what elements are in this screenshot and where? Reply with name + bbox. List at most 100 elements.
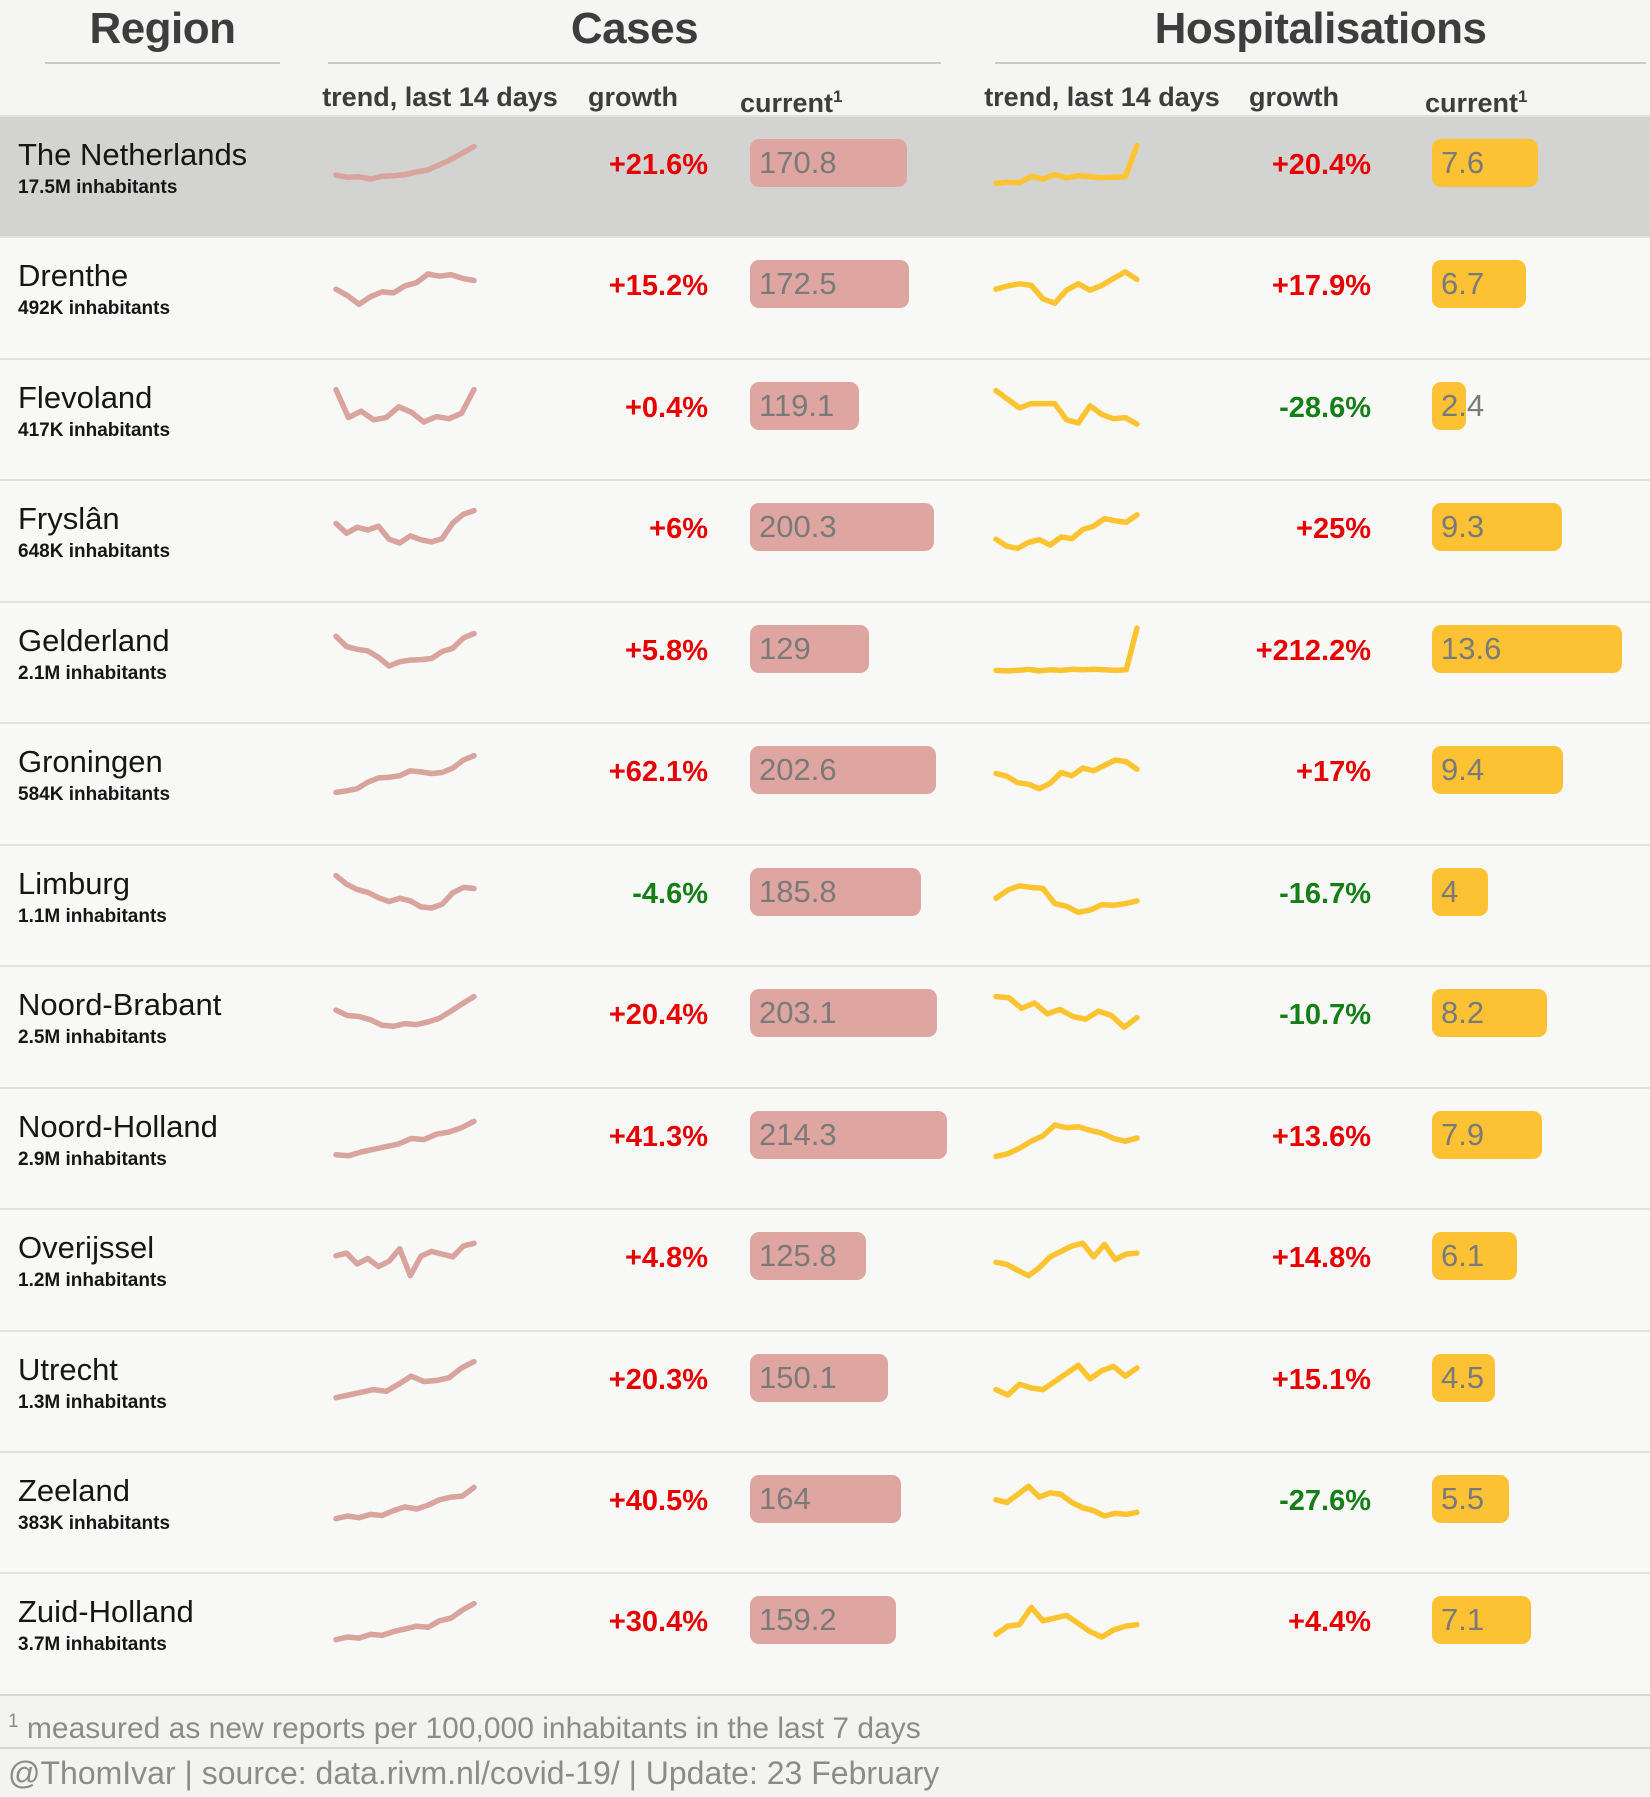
table-row: Noord-Holland 2.9M inhabitants +41.3% 214.3… bbox=[0, 1086, 1650, 1209]
region-name: Noord-Brabant bbox=[18, 987, 222, 1023]
table-row: Utrecht 1.3M inhabitants +20.3% 150.1 +15.1%… bbox=[0, 1329, 1650, 1451]
cases-trend-sparkline bbox=[333, 872, 477, 911]
hosp-current-bar: 7.1 bbox=[1432, 1596, 1531, 1645]
hosp-trend-header: trend, last 14 days bbox=[984, 82, 1220, 112]
hosp-trend-sparkline bbox=[993, 757, 1140, 792]
table-row: Groningen 584K inhabitants +62.1% 202.6 +17%… bbox=[0, 722, 1650, 844]
cases-growth-header: growth bbox=[588, 82, 678, 112]
region-name: Zeeland bbox=[18, 1472, 131, 1508]
cases-trend-sparkline bbox=[333, 1358, 477, 1400]
cases-current-value: 125.8 bbox=[759, 1238, 837, 1274]
hosp-growth-value: -27.6% bbox=[1279, 1484, 1371, 1517]
cases-current-bar: 150.1 bbox=[750, 1353, 888, 1402]
cases-current-bar: 170.8 bbox=[750, 139, 907, 187]
cases-current-bar: 200.3 bbox=[750, 503, 934, 552]
cases-trend-sparkline bbox=[333, 1240, 477, 1279]
cases-trend-sparkline bbox=[333, 508, 477, 547]
hosp-current-bar: 4.5 bbox=[1432, 1353, 1495, 1402]
cases-growth-value: +0.4% bbox=[624, 391, 708, 424]
hosp-current-value: 4.5 bbox=[1441, 1359, 1485, 1395]
table-row: Flevoland 417K inhabitants +0.4% 119.1 -28.6… bbox=[0, 357, 1650, 480]
table-row: Limburg 1.1M inhabitants -4.6% 185.8 -16.7% 4 bbox=[0, 843, 1650, 966]
hosp-trend-sparkline bbox=[993, 1604, 1140, 1641]
cases-current-bar: 129 bbox=[750, 624, 869, 673]
hosp-current-bar: 8.2 bbox=[1432, 989, 1547, 1038]
hosp-current-header: current1 bbox=[1425, 87, 1528, 118]
region-population: 2.9M inhabitants bbox=[18, 1148, 167, 1170]
hosp-current-value: 5.5 bbox=[1441, 1480, 1485, 1516]
hosp-current-value: 7.6 bbox=[1441, 145, 1485, 180]
hosp-trend-sparkline bbox=[993, 512, 1140, 552]
table-row: Drenthe 492K inhabitants +15.2% 172.5 +17.9%… bbox=[0, 236, 1650, 358]
hospitalisations-divider-rule bbox=[995, 62, 1646, 64]
hosp-growth-value: +212.2% bbox=[1255, 634, 1371, 667]
region-name: The Netherlands bbox=[18, 137, 248, 172]
hosp-trend-sparkline bbox=[993, 1483, 1140, 1519]
region-population: 1.3M inhabitants bbox=[18, 1391, 167, 1413]
cases-trend-sparkline bbox=[333, 143, 477, 182]
table-row: The Netherlands 17.5M inhabitants +21.6% 17… bbox=[0, 115, 1650, 237]
hosp-current-value: 9.3 bbox=[1441, 509, 1485, 545]
region-name: Zuid-Holland bbox=[18, 1594, 194, 1630]
cases-current-value: 200.3 bbox=[759, 509, 837, 545]
hosp-current-bar: 6.1 bbox=[1432, 1232, 1517, 1281]
cases-trend-sparkline bbox=[333, 386, 477, 425]
region-population: 383K inhabitants bbox=[18, 1512, 171, 1534]
cases-growth-value: +41.3% bbox=[608, 1120, 708, 1153]
region-table: The Netherlands 17.5M inhabitants +21.6% 17… bbox=[0, 115, 1650, 1694]
cases-growth-value: +20.3% bbox=[608, 1363, 708, 1396]
region-column-title: Region bbox=[89, 4, 236, 53]
hosp-current-bar: 9.3 bbox=[1432, 503, 1562, 552]
hosp-current-bar: 4 bbox=[1432, 867, 1488, 916]
table-row: Gelderland 2.1M inhabitants +5.8% 129 +212.2… bbox=[0, 600, 1650, 723]
cases-current-value: 214.3 bbox=[759, 1116, 837, 1152]
cases-growth-value: +6% bbox=[649, 513, 708, 546]
cases-growth-value: +15.2% bbox=[608, 270, 708, 303]
table-row: Noord-Brabant 2.5M inhabitants +20.4% 203.1… bbox=[0, 965, 1650, 1087]
hosp-current-value: 8.2 bbox=[1441, 995, 1485, 1031]
cases-current-bar: 202.6 bbox=[750, 746, 936, 795]
hosp-current-bar: 13.6 bbox=[1432, 624, 1622, 673]
hosp-trend-sparkline bbox=[993, 1362, 1140, 1398]
region-name: Gelderland bbox=[18, 622, 170, 658]
hosp-growth-value: +25% bbox=[1296, 513, 1371, 546]
hosp-current-bar: 7.9 bbox=[1432, 1110, 1542, 1159]
footnote: 1 measured as new reports per 100,000 in… bbox=[0, 1694, 1650, 1747]
region-population: 1.2M inhabitants bbox=[18, 1270, 167, 1292]
cases-growth-value: -4.6% bbox=[632, 877, 708, 910]
region-divider-rule bbox=[45, 62, 280, 64]
hosp-growth-value: +15.1% bbox=[1271, 1363, 1371, 1396]
region-name: Utrecht bbox=[18, 1351, 118, 1387]
cases-current-value: 129 bbox=[759, 630, 811, 666]
hosp-current-value: 4 bbox=[1441, 873, 1459, 909]
hosp-current-bar: 6.7 bbox=[1432, 260, 1526, 309]
hosp-current-bar: 7.6 bbox=[1432, 139, 1538, 187]
region-population: 17.5M inhabitants bbox=[18, 177, 178, 198]
hosp-growth-value: +13.6% bbox=[1271, 1120, 1371, 1153]
hosp-trend-sparkline bbox=[993, 882, 1140, 915]
table-row: Zeeland 383K inhabitants +40.5% 164 -27.6% 5.… bbox=[0, 1450, 1650, 1573]
hosp-current-value: 7.9 bbox=[1441, 1116, 1485, 1152]
cases-current-value: 119.1 bbox=[759, 387, 835, 423]
cases-growth-value: +4.8% bbox=[624, 1242, 708, 1275]
hosp-current-value: 6.7 bbox=[1441, 266, 1485, 302]
cases-current-bar: 159.2 bbox=[750, 1596, 896, 1645]
cases-current-value: 159.2 bbox=[759, 1602, 837, 1638]
cases-current-bar: 125.8 bbox=[750, 1232, 866, 1281]
cases-current-bar: 214.3 bbox=[750, 1110, 947, 1159]
cases-divider-rule bbox=[328, 62, 941, 64]
cases-current-value: 164 bbox=[759, 1480, 811, 1516]
cases-current-value: 202.6 bbox=[759, 752, 837, 788]
hospitalisations-column-title: Hospitalisations bbox=[1154, 4, 1487, 53]
hosp-current-value: 9.4 bbox=[1441, 752, 1485, 788]
cases-trend-sparkline bbox=[333, 271, 477, 308]
cases-growth-value: +5.8% bbox=[624, 634, 708, 667]
credit-line: @ThomIvar | source: data.rivm.nl/covid-1… bbox=[0, 1747, 1650, 1797]
hosp-trend-sparkline bbox=[993, 142, 1140, 187]
cases-trend-sparkline bbox=[333, 1484, 477, 1522]
cases-current-value: 170.8 bbox=[759, 145, 837, 180]
cases-trend-sparkline bbox=[333, 630, 477, 669]
hosp-trend-sparkline bbox=[993, 1240, 1140, 1279]
hosp-growth-value: +4.4% bbox=[1287, 1606, 1371, 1639]
